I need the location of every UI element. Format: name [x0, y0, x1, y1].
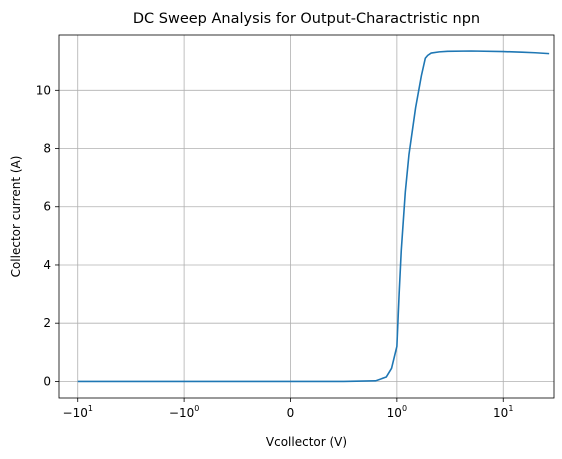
y-axis-ticks: 0 2 4 6 8 10 [36, 83, 59, 388]
chart-title: DC Sweep Analysis for Output-Charactrist… [133, 11, 480, 27]
x-tick-label: −100 [169, 404, 199, 420]
y-tick-label: 2 [43, 316, 51, 330]
series-line [77, 50, 550, 383]
x-tick-label: 101 [493, 404, 513, 420]
x-axis-ticks: −101 −100 0 100 101 [63, 398, 513, 420]
y-tick-label: 10 [36, 83, 51, 97]
x-tick-label: 0 [287, 406, 295, 420]
y-tick-label: 4 [43, 258, 51, 272]
y-tick-label: 0 [43, 374, 51, 388]
series-layer [77, 50, 550, 383]
grid [59, 35, 554, 398]
x-tick-label: −101 [63, 404, 93, 420]
y-tick-label: 6 [43, 200, 51, 214]
y-axis-label: Collector current (A) [9, 156, 23, 278]
plot-frame [58, 34, 555, 399]
y-tick-label: 8 [43, 142, 51, 156]
x-axis-label: Vcollector (V) [266, 435, 347, 449]
x-tick-label: 100 [387, 404, 407, 420]
